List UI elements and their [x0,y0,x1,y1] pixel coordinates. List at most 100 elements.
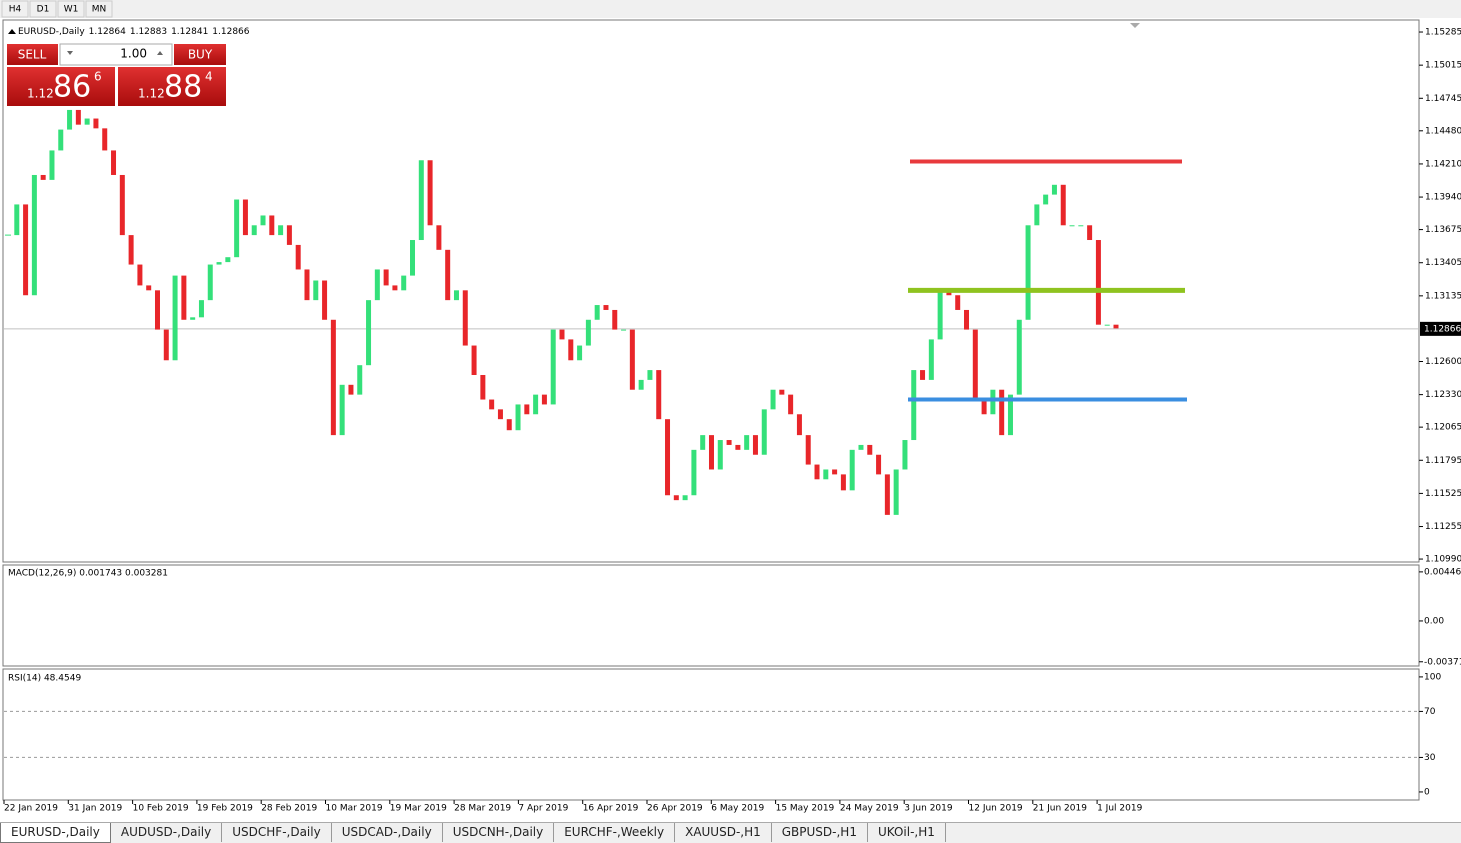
candle [313,280,319,301]
symbol-tab[interactable]: USDCAD-,Daily [332,823,443,842]
x-tick-label: 3 Jun 2019 [904,804,953,814]
sell-button[interactable] [7,44,58,65]
candle [955,295,961,310]
candle [357,365,363,395]
y-tick-label: 0.004465 [1424,567,1461,577]
price-box[interactable] [118,67,226,106]
candle [594,305,600,320]
lots-value: 1.00 [120,47,147,61]
y-tick-label: 1.13675 [1425,225,1461,235]
symbol-tab[interactable]: EURUSD-,Daily [0,823,111,843]
timeframe-button[interactable] [1,0,29,18]
x-tick-label: 22 Jan 2019 [4,804,58,814]
y-tick-label: 1.14210 [1425,159,1461,169]
candle [497,409,503,420]
candle [920,370,926,380]
candle [392,285,398,291]
candle [1051,184,1057,195]
candle [665,419,671,496]
candle [726,440,732,445]
candle [700,435,706,450]
lots-up[interactable] [157,51,163,55]
symbol-tab[interactable]: GBPUSD-,H1 [772,823,868,842]
candle [1087,225,1093,241]
candle [1113,324,1119,329]
candle [49,150,55,180]
candle [154,290,160,330]
candle [128,235,134,265]
candle [190,317,196,320]
candle [964,309,970,330]
candle [1025,225,1031,320]
candle [269,215,275,236]
x-tick-label: 1 Jul 2019 [1097,804,1142,814]
symbol-tab[interactable]: EURCHF-,Weekly [554,823,676,842]
y-tick-label: 1.12330 [1425,390,1461,400]
x-tick-label: 28 Feb 2019 [261,804,317,814]
candle [234,199,240,258]
price-prefix: 1.12 [27,87,54,101]
timeframe-label: MN [92,5,107,15]
price-sup: 4 [205,70,213,84]
candle [823,469,829,480]
candle [761,409,767,455]
x-tick-label: 10 Mar 2019 [326,804,383,814]
timeframe-label: H4 [9,5,22,15]
candle [163,329,169,361]
candle [207,264,213,301]
y-tick-label: 1.10990 [1425,555,1461,565]
rsi-label: RSI(14) 48.4549 [8,674,81,684]
x-tick-label: 26 Apr 2019 [647,804,703,814]
candle [779,389,785,395]
candle [559,329,565,340]
candle [691,449,697,496]
candle [893,469,899,515]
candle [102,128,108,151]
x-tick-label: 15 May 2019 [776,804,835,814]
candle [330,319,336,436]
buy-button[interactable] [174,44,226,65]
timeframe-button[interactable] [29,0,57,18]
candle [172,275,178,361]
timeframe-button[interactable] [85,0,113,18]
symbol-tab[interactable]: UKOil-,H1 [868,823,946,842]
lots-input[interactable] [59,43,173,66]
ohlc-value: 1.12841 [171,27,208,37]
y-tick-label: 70 [1424,707,1436,717]
candle [31,174,37,296]
candle [1034,204,1040,226]
candle [251,225,257,236]
candle [146,285,152,291]
candle [884,474,890,515]
symbol-tab[interactable]: USDCNH-,Daily [443,823,555,842]
symbol-header: EURUSD-,Daily 1.12864 1.12883 1.12841 1.1286… [18,27,250,37]
candle [656,370,662,420]
symbol-tab[interactable]: USDCHF-,Daily [222,823,332,842]
symbol-tab[interactable]: AUDUSD-,Daily [111,823,223,842]
x-tick-label: 16 Apr 2019 [583,804,639,814]
rsi-panel [2,668,1420,801]
ohlc-value: 1.12866 [212,27,249,37]
symbol-tab[interactable]: XAUUSD-,H1 [675,823,772,842]
candle [216,262,222,265]
shift-marker [1130,23,1140,28]
price-box[interactable] [7,67,115,106]
macd-panel [2,564,1420,667]
candle [814,464,820,480]
candle [436,225,442,250]
y-tick-label: 1.13405 [1425,258,1461,268]
candle [770,389,776,410]
candle [638,379,644,390]
candle [489,399,495,410]
candle [339,384,345,436]
x-tick-label: 21 Jun 2019 [1033,804,1087,814]
last-price-box [1420,321,1461,336]
candle [577,345,583,361]
candle [972,329,978,400]
candle [278,225,284,236]
lots-down[interactable] [67,51,73,55]
candle [1095,240,1101,325]
candle [928,339,934,380]
candle [242,199,248,236]
timeframe-button[interactable] [57,0,85,18]
